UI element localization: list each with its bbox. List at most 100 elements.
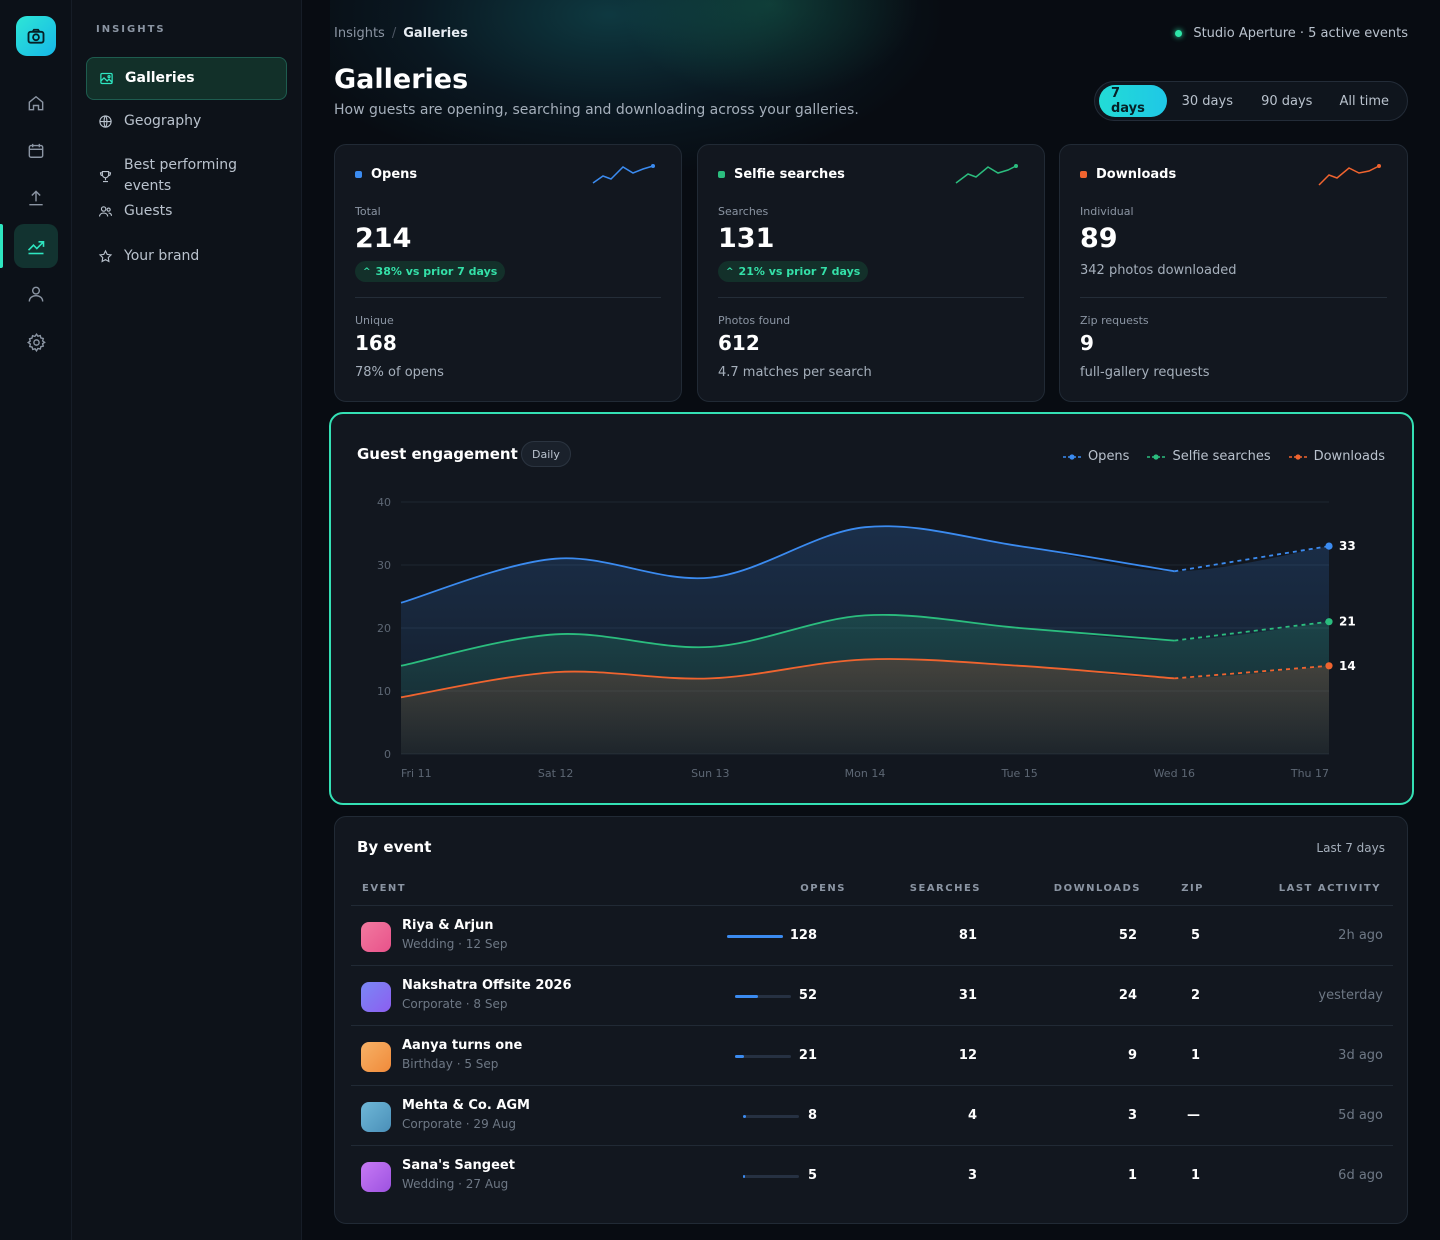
by-event-panel: By event Last 7 days EVENT OPENS SEARCHE… <box>334 816 1408 1224</box>
sidebar-item-galleries[interactable]: Galleries <box>86 57 287 100</box>
card-primary-note: 342 photos downloaded <box>1080 263 1237 278</box>
event-name[interactable]: Nakshatra Offsite 2026 <box>402 978 572 993</box>
user-icon[interactable] <box>14 272 58 316</box>
event-avatar <box>361 922 391 952</box>
downloads-sparkline <box>1318 164 1381 186</box>
legend-label: Downloads <box>1313 449 1385 464</box>
table-row[interactable]: Aanya turns one Birthday · 5 Sep 21 12 9 1 3d … <box>351 1025 1393 1085</box>
downloads-value: 9 <box>1127 1048 1137 1063</box>
series-end-point <box>1325 542 1333 550</box>
x-tick-label: Mon 14 <box>845 767 886 780</box>
series-line <box>400 614 1175 667</box>
table-range: Last 7 days <box>1316 841 1385 855</box>
table-row[interactable]: Riya & Arjun Wedding · 12 Sep 128 81 52 5 2h a… <box>351 905 1393 965</box>
page-title: Galleries <box>334 64 469 95</box>
range-90-days[interactable]: 90 days <box>1261 93 1313 109</box>
range-30-days[interactable]: 30 days <box>1181 93 1233 109</box>
legend-swatch <box>1288 453 1307 460</box>
downloads-value: 52 <box>1118 928 1137 943</box>
delta-badge: ^ 21% vs prior 7 days <box>718 261 869 282</box>
column-header-event[interactable]: EVENT <box>362 883 407 894</box>
event-name[interactable]: Aanya turns one <box>402 1038 523 1053</box>
opens-value: 128 <box>789 928 817 943</box>
downloads-card: Downloads Individual 89 342 photos downl… <box>1059 144 1408 402</box>
y-tick-label: 0 <box>384 748 391 761</box>
searches-sparkline <box>955 164 1018 184</box>
downloads-value: 24 <box>1118 988 1137 1003</box>
card-divider <box>718 297 1024 298</box>
legend-item-downloads[interactable]: Downloads <box>1288 449 1385 464</box>
searches-dot <box>718 171 725 178</box>
table-row[interactable]: Mehta & Co. AGM Corporate · 29 Aug 8 4 3 — 5d … <box>351 1085 1393 1145</box>
searches-value: 3 <box>967 1168 977 1183</box>
range-all-time[interactable]: All time <box>1339 93 1390 109</box>
series-projection <box>1174 545 1330 573</box>
x-tick-label: Fri 11 <box>401 767 432 780</box>
opens-bar-fill <box>727 935 783 938</box>
last-activity: 2h ago <box>1338 928 1383 943</box>
event-meta: Birthday · 5 Sep <box>402 1057 499 1071</box>
event-name[interactable]: Mehta & Co. AGM <box>402 1098 530 1113</box>
x-tick-label: Sat 12 <box>538 767 574 780</box>
icon-rail <box>0 0 72 1240</box>
legend-item-opens[interactable]: Opens <box>1062 449 1130 464</box>
home-icon[interactable] <box>14 81 58 125</box>
sidebar-item-label: Geography <box>124 113 202 129</box>
sidebar-item-label: Galleries <box>125 70 195 86</box>
opens-sparkline <box>592 164 655 184</box>
upload-icon[interactable] <box>14 176 58 220</box>
column-header-downloads[interactable]: DOWNLOADS <box>1053 883 1141 894</box>
series-line <box>400 525 1175 604</box>
legend-item-selfie-searches[interactable]: Selfie searches <box>1147 449 1271 464</box>
zip-value: 1 <box>1190 1168 1200 1183</box>
searches-value: 81 <box>958 928 977 943</box>
event-name[interactable]: Riya & Arjun <box>402 918 494 933</box>
event-meta: Corporate · 8 Sep <box>402 997 508 1011</box>
opens-value: 8 <box>807 1108 817 1123</box>
camera-icon[interactable] <box>16 16 56 56</box>
opens-bar <box>743 1175 799 1178</box>
delta-text: 38% vs prior 7 days <box>375 265 498 278</box>
column-header-zip[interactable]: ZIP <box>1181 883 1204 894</box>
sidebar-item-best-performing-events[interactable]: Best performing events <box>86 145 266 207</box>
date-range-selector: 7 days 30 days 90 days All time <box>1094 81 1408 121</box>
range-7-days[interactable]: 7 days <box>1099 85 1167 117</box>
event-name[interactable]: Sana's Sangeet <box>402 1158 515 1173</box>
legend-label: Opens <box>1087 449 1130 464</box>
searches-value: 31 <box>958 988 977 1003</box>
sidebar-item-your-brand[interactable]: Your brand <box>86 236 287 277</box>
delta-badge: ^ 38% vs prior 7 days <box>355 261 506 282</box>
chart-legend: Opens Selfie searches Downloads <box>1045 449 1385 464</box>
series-end-label: 33 <box>1339 539 1356 553</box>
sidebar-item-geography[interactable]: Geography <box>86 101 287 142</box>
last-activity: 6d ago <box>1338 1168 1383 1183</box>
x-tick-label: Wed 16 <box>1154 767 1195 780</box>
legend-label: Selfie searches <box>1172 449 1271 464</box>
breadcrumb-parent[interactable]: Insights <box>334 26 385 41</box>
delta-text: 21% vs prior 7 days <box>738 265 861 278</box>
sidebar-item-guests[interactable]: Guests <box>86 191 287 232</box>
calendar-icon[interactable] <box>14 129 58 173</box>
opens-bar-fill <box>735 995 758 998</box>
opens-bar <box>735 995 791 998</box>
x-tick-label: Thu 17 <box>1290 767 1329 780</box>
column-header-last-activity[interactable]: LAST ACTIVITY <box>1278 883 1381 894</box>
column-header-searches[interactable]: SEARCHES <box>909 883 981 894</box>
card-primary-label: Individual <box>1080 205 1134 218</box>
chart-granularity-badge[interactable]: Daily <box>521 441 571 467</box>
zip-value: — <box>1187 1108 1200 1123</box>
downloads-value: 1 <box>1127 1168 1137 1183</box>
card-secondary-value: 9 <box>1080 331 1094 355</box>
analytics-icon[interactable] <box>14 224 58 268</box>
table-row[interactable]: Sana's Sangeet Wedding · 27 Aug 5 3 1 1 6d ago <box>351 1145 1393 1205</box>
rail-active-indicator <box>0 224 3 268</box>
y-tick-label: 10 <box>377 685 391 698</box>
settings-icon[interactable] <box>14 320 58 364</box>
event-meta: Wedding · 27 Aug <box>402 1177 509 1191</box>
opens-bar-fill <box>743 1175 745 1178</box>
arrow-up-icon: ^ <box>726 266 734 277</box>
event-meta: Corporate · 29 Aug <box>402 1117 516 1131</box>
column-header-opens[interactable]: OPENS <box>800 883 846 894</box>
opens-bar-fill <box>743 1115 746 1118</box>
table-row[interactable]: Nakshatra Offsite 2026 Corporate · 8 Sep 5… <box>351 965 1393 1025</box>
